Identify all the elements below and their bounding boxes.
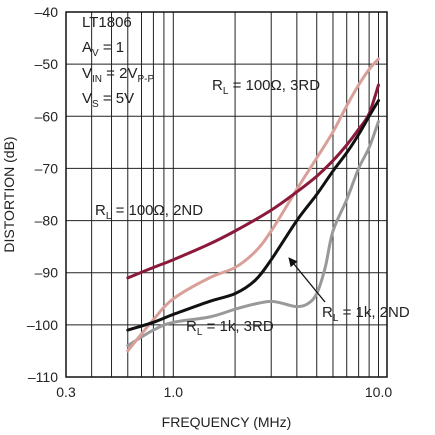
x-tick-label: 0.3 bbox=[56, 384, 76, 400]
y-axis-title: DISTORTION (dB) bbox=[1, 136, 17, 252]
x-axis-title: FREQUENCY (MHz) bbox=[162, 414, 292, 430]
y-tick-label: –50 bbox=[35, 56, 59, 72]
series-line-rl1k-2nd bbox=[126, 99, 380, 332]
test-condition-line: AV = 1 bbox=[82, 39, 124, 59]
y-tick-label: –90 bbox=[35, 265, 59, 281]
test-condition-line: LT1806 bbox=[82, 14, 132, 31]
y-tick-label: –60 bbox=[35, 108, 59, 124]
series-line-rl1k-3rd bbox=[126, 120, 380, 348]
y-tick-label: –100 bbox=[27, 317, 58, 333]
annotation-rl100-2nd: RL = 100Ω, 2ND bbox=[95, 202, 203, 222]
series-line-rl100-2nd bbox=[126, 83, 380, 280]
annotation-rl1k-3rd: RL = 1k, 3RD bbox=[186, 318, 274, 338]
series-annotations: RL = 100Ω, 3RD RL = 100Ω, 2ND RL = 1k, 3RD… bbox=[95, 77, 410, 338]
annotation-rl1k-2nd: RL = 1k, 2ND bbox=[322, 304, 410, 324]
test-condition-line: VS = 5V bbox=[82, 90, 134, 110]
test-conditions: LT1806 AV = 1 VIN = 2VP-P VS = 5V bbox=[82, 14, 154, 110]
series-line-rl100-3rd bbox=[126, 57, 380, 353]
annotation-arrow bbox=[288, 257, 326, 303]
x-tick-label: 1.0 bbox=[164, 384, 184, 400]
y-tick-label: –70 bbox=[35, 160, 59, 176]
y-tick-label: –110 bbox=[28, 369, 58, 385]
y-tick-label: –80 bbox=[35, 213, 59, 229]
x-tick-label: 10.0 bbox=[365, 384, 392, 400]
grid bbox=[65, 12, 387, 377]
y-tick-label: –40 bbox=[35, 4, 59, 20]
plot-frame bbox=[65, 11, 388, 378]
annotation-rl100-3rd: RL = 100Ω, 3RD bbox=[212, 77, 320, 97]
series-lines bbox=[126, 57, 380, 353]
test-condition-line: VIN = 2VP-P bbox=[82, 65, 154, 85]
